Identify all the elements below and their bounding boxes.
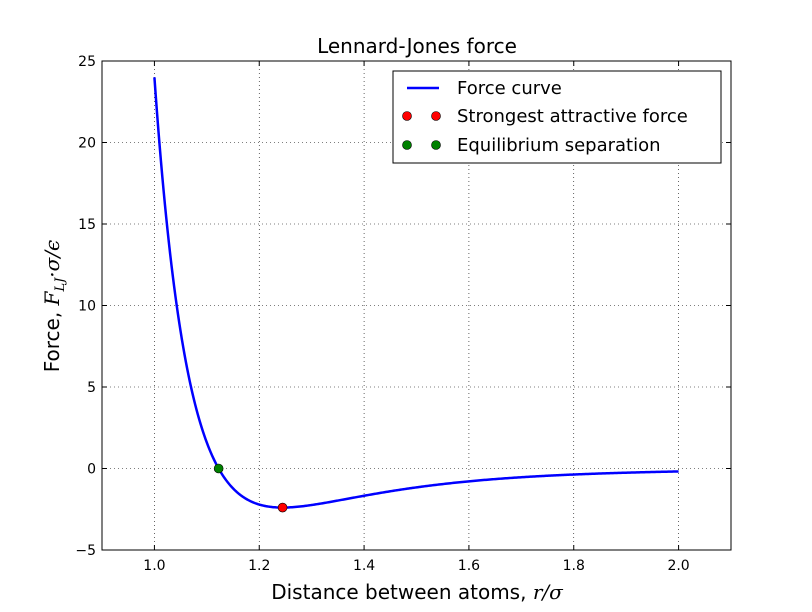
- x-tick-label: 2.0: [667, 558, 689, 574]
- legend: Force curve Strongest attractive force E…: [392, 70, 722, 164]
- y-tick-label: 20: [78, 136, 96, 152]
- plot-series: [153, 77, 679, 509]
- legend-marker-green-right: [431, 140, 441, 150]
- y-tick-label: 15: [78, 217, 96, 233]
- y-tick-label: 10: [78, 299, 96, 315]
- equilibrium-separation-point: [213, 463, 224, 474]
- x-tick-label: 1.6: [458, 558, 480, 574]
- x-axis-label: Distance between atoms, r/σ: [271, 580, 564, 604]
- y-axis-label-math-tail: ·σ/ϵ: [40, 240, 64, 278]
- x-axis-label-prefix: Distance between atoms,: [271, 580, 526, 604]
- x-tick-label: 1.8: [563, 558, 585, 574]
- y-axis-label: Force, FLJ·σ/ϵ: [40, 240, 68, 373]
- y-axis-label-prefix: Force,: [40, 312, 64, 372]
- legend-marker-green-left: [402, 140, 412, 150]
- legend-marker-red-left: [402, 111, 412, 121]
- x-axis-label-math: r/σ: [533, 580, 564, 604]
- legend-entry-equilibrium-separation: Equilibrium separation: [457, 135, 661, 156]
- y-tick-label: 5: [87, 380, 96, 396]
- y-axis-label-sub: LJ: [53, 277, 68, 293]
- plot-markers: [213, 463, 288, 513]
- x-tick-label: 1.0: [143, 558, 165, 574]
- y-tick-label: −5: [75, 543, 96, 559]
- y-tick-label: 0: [87, 462, 96, 478]
- legend-marker-red-right: [431, 111, 441, 121]
- axis-ticks: 1.0 1.2 1.4 1.6 1.8 2.0 −5 0 5 10 15 20 25: [75, 54, 731, 574]
- legend-box: [392, 70, 722, 164]
- legend-entry-strongest-attractive-force: Strongest attractive force: [457, 106, 688, 127]
- chart-title: Lennard-Jones force: [317, 34, 517, 58]
- force-curve-line: [153, 77, 679, 509]
- x-tick-label: 1.2: [248, 558, 270, 574]
- strongest-attractive-force-point: [277, 502, 288, 513]
- x-tick-label: 1.4: [353, 558, 375, 574]
- y-tick-label: 25: [78, 54, 96, 70]
- y-axis-label-math: F: [40, 290, 64, 306]
- legend-entry-force-curve: Force curve: [457, 78, 562, 99]
